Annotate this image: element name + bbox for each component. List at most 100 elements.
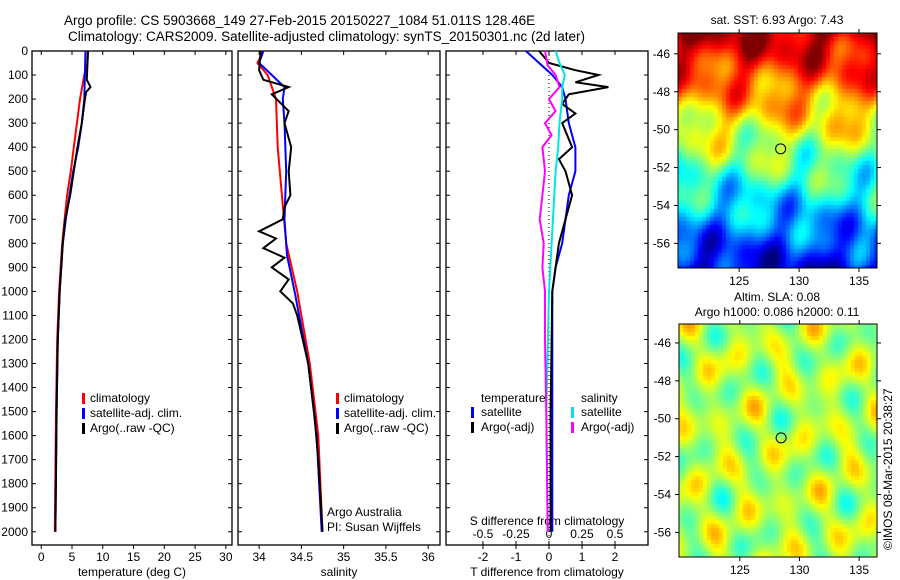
legend-swatch	[336, 423, 339, 434]
legend-swatch	[336, 408, 339, 419]
y-tick-label: -52	[653, 161, 671, 175]
legend-swatch	[82, 408, 85, 419]
x-tick-label: 125	[730, 563, 750, 577]
legend-label: climatology	[90, 391, 150, 405]
x2-tick-label: 0.5	[607, 527, 624, 541]
legend-label: satellite-adj. clim.	[344, 406, 436, 420]
x2-tick-label: -0.5	[473, 527, 494, 541]
x-tick-label: -1	[511, 550, 522, 564]
legend-swatch	[571, 407, 574, 418]
legend-swatch	[82, 423, 85, 434]
y-tick-label: 500	[8, 164, 28, 178]
legend-swatch	[336, 393, 339, 404]
sla-map	[679, 324, 877, 557]
series-line-s-argo-adj-	[538, 50, 561, 532]
argo-position-marker	[775, 432, 787, 444]
y-tick-label: 1400	[1, 381, 28, 395]
x-tick-label: 36	[421, 550, 435, 564]
x-tick-label: -2	[478, 550, 489, 564]
y-tick-label: -52	[654, 450, 672, 464]
y-tick-label: -50	[653, 123, 671, 137]
x-tick-label: 30	[219, 550, 233, 564]
map-frame	[678, 323, 878, 558]
y-tick-label: -56	[653, 236, 671, 250]
y-tick-label: 2000	[1, 525, 28, 539]
map-title: Altim. SLA: 0.08	[734, 290, 820, 304]
legend-label: satellite-adj. clim.	[90, 406, 182, 420]
y-tick-label: -48	[653, 85, 671, 99]
x2-tick-label: -0.25	[502, 527, 530, 541]
series-line-argo-raw-qc-	[54, 50, 92, 532]
y-tick-label: -54	[654, 487, 672, 501]
series-line-t-argo-adj-	[538, 50, 609, 532]
x2-tick-label: 0.25	[570, 527, 594, 541]
legend-label: satellite	[581, 405, 622, 419]
y-tick-label: 1200	[1, 332, 28, 346]
series-line-s-satellite	[545, 50, 566, 532]
legend-label: Argo(..raw -QC)	[344, 421, 429, 435]
legend-title: temperature	[481, 391, 546, 405]
x-axis-label: temperature (deg C)	[78, 565, 186, 579]
y-tick-label: 900	[8, 260, 28, 274]
legend-label: Argo(-adj)	[481, 420, 534, 434]
x-tick-label: 1	[579, 550, 586, 564]
y-tick-label: 700	[8, 212, 28, 226]
x-tick-label: 135	[849, 274, 869, 288]
y-tick-label: 300	[8, 116, 28, 130]
plot-frame	[31, 50, 233, 546]
y-tick-label: 400	[8, 140, 28, 154]
legend-label: Argo(-adj)	[581, 420, 634, 434]
x-tick-label: 2	[612, 550, 619, 564]
x-tick-label: 15	[127, 550, 141, 564]
y-tick-label: 0	[21, 44, 28, 58]
y-tick-label: 800	[8, 236, 28, 250]
x-tick-label: 35.5	[374, 550, 398, 564]
y-tick-label: 1000	[1, 284, 28, 298]
y-tick-label: 1700	[1, 453, 28, 467]
legend-title: salinity	[581, 391, 618, 405]
title-line-1: Argo profile: CS 5903668_149 27-Feb-2015…	[64, 13, 536, 28]
series-line-argo-raw-qc-	[256, 50, 324, 532]
legend-swatch	[82, 393, 85, 404]
x-tick-label: 25	[188, 550, 202, 564]
sst-map	[678, 33, 877, 268]
y-tick-label: 1800	[1, 477, 28, 491]
x-axis-label: salinity	[321, 565, 358, 579]
y-tick-label: 100	[8, 68, 28, 82]
y-tick-label: 1600	[1, 429, 28, 443]
x-tick-label: 35	[337, 550, 351, 564]
y-tick-label: -56	[654, 525, 672, 539]
x-axis-label: T difference from climatology	[470, 565, 624, 579]
legend-label: satellite	[481, 405, 522, 419]
x-tick-label: 130	[789, 563, 809, 577]
x-tick-label: 34	[252, 550, 266, 564]
argo-position-marker	[775, 143, 787, 155]
annotation: PI: Susan Wijffels	[327, 520, 421, 534]
y-tick-label: -54	[653, 198, 671, 212]
x-tick-label: 125	[729, 274, 749, 288]
legend-swatch	[571, 422, 574, 433]
legend-label: Argo(..raw -QC)	[90, 421, 175, 435]
credit-text: ©IMOS 08-Mar-2015 20:38:27	[881, 388, 895, 550]
y-tick-label: 1900	[1, 501, 28, 515]
x-tick-label: 0	[38, 550, 45, 564]
y-tick-label: -48	[654, 374, 672, 388]
x-tick-label: 10	[96, 550, 110, 564]
x2-tick-label: 0	[546, 527, 553, 541]
x-tick-label: 135	[849, 563, 869, 577]
y-tick-label: 1500	[1, 405, 28, 419]
legend-label: climatology	[344, 391, 404, 405]
x-tick-label: 0	[546, 550, 553, 564]
x-tick-label: 130	[789, 274, 809, 288]
plot-frame	[445, 50, 649, 546]
legend-swatch	[471, 407, 474, 418]
plot-frame	[237, 50, 441, 546]
y-tick-label: -50	[654, 412, 672, 426]
map-frame	[677, 32, 878, 269]
y-tick-label: -46	[653, 47, 671, 61]
x-tick-label: 5	[69, 550, 76, 564]
series-line-climatology	[256, 50, 324, 532]
y-tick-label: 1100	[2, 308, 28, 322]
